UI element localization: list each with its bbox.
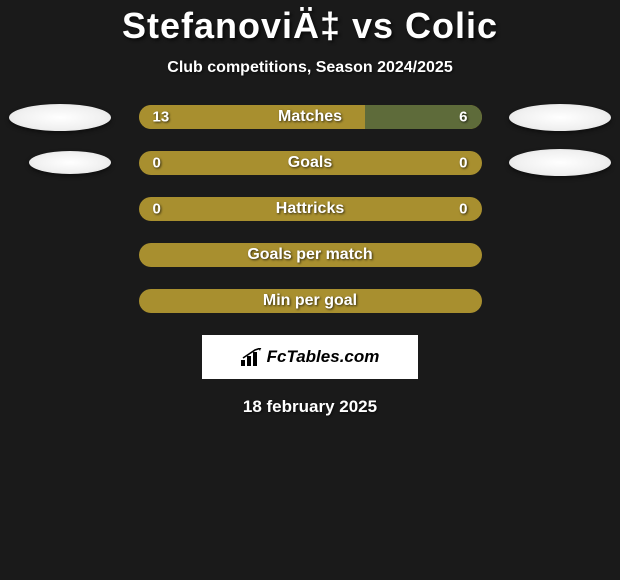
- comparison-widget: StefanoviÄ‡ vs Colic Club competitions, …: [0, 0, 620, 417]
- stat-bar: 0 Hattricks 0: [139, 197, 482, 221]
- stat-value-right: 0: [459, 201, 467, 218]
- stat-bar: 0 Goals 0: [139, 151, 482, 175]
- page-title: StefanoviÄ‡ vs Colic: [0, 5, 620, 47]
- stat-label: Hattricks: [276, 200, 344, 218]
- stat-row-goals: 0 Goals 0: [0, 151, 620, 175]
- stat-value-left: 0: [153, 155, 161, 172]
- stat-row-goals-per-match: Goals per match: [0, 243, 620, 267]
- page-subtitle: Club competitions, Season 2024/2025: [0, 59, 620, 77]
- stat-label: Goals per match: [247, 246, 372, 264]
- stat-value-left: 0: [153, 201, 161, 218]
- brand-logo: FcTables.com: [241, 347, 380, 367]
- stat-bar: Goals per match: [139, 243, 482, 267]
- stats-area: 13 Matches 6 0 Goals 0 0 Hattricks 0 G: [0, 105, 620, 313]
- stat-value-left: 13: [153, 109, 170, 126]
- stat-value-right: 0: [459, 155, 467, 172]
- stat-row-hattricks: 0 Hattricks 0: [0, 197, 620, 221]
- stat-row-min-per-goal: Min per goal: [0, 289, 620, 313]
- stat-value-right: 6: [459, 109, 467, 126]
- brand-box[interactable]: FcTables.com: [202, 335, 418, 379]
- footer-date: 18 february 2025: [0, 397, 620, 417]
- stat-label: Matches: [278, 108, 342, 126]
- bars-icon: [241, 348, 263, 366]
- stat-bar: Min per goal: [139, 289, 482, 313]
- brand-text: FcTables.com: [267, 347, 380, 367]
- stat-bar: 13 Matches 6: [139, 105, 482, 129]
- stat-label: Min per goal: [263, 292, 357, 310]
- stat-label: Goals: [288, 154, 332, 172]
- stat-row-matches: 13 Matches 6: [0, 105, 620, 129]
